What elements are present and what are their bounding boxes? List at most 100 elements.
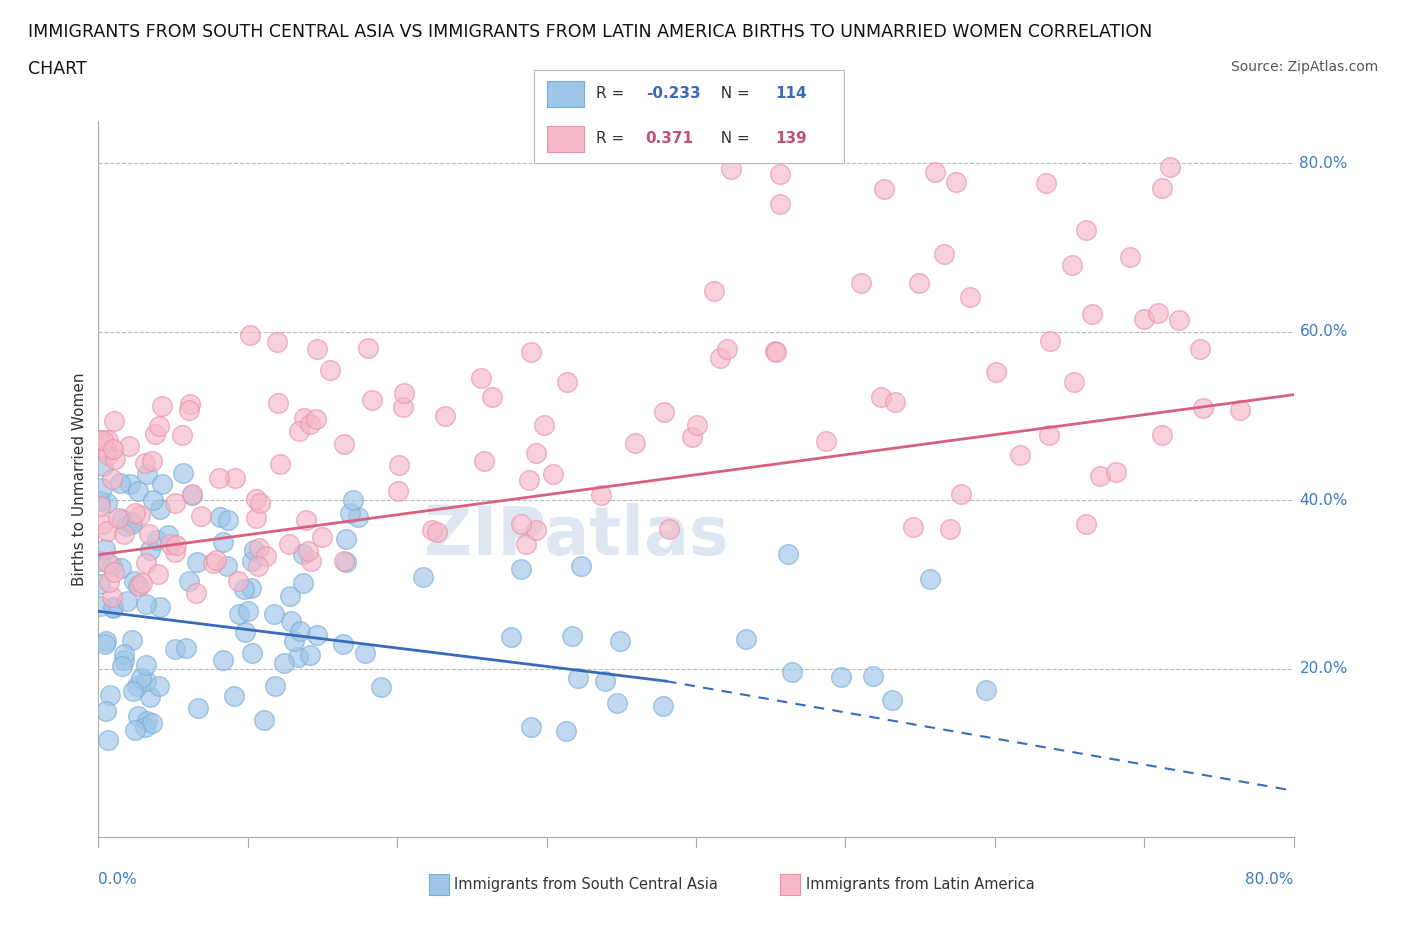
Point bbox=[118, 438, 141, 453]
Point bbox=[681, 430, 703, 445]
Point bbox=[174, 641, 197, 656]
Point bbox=[228, 607, 250, 622]
Point bbox=[292, 410, 315, 425]
Point bbox=[228, 574, 250, 589]
Point bbox=[709, 351, 731, 365]
Point bbox=[319, 363, 342, 378]
Point bbox=[267, 395, 290, 410]
Point bbox=[136, 713, 159, 728]
Point bbox=[907, 275, 929, 290]
Point bbox=[148, 566, 170, 581]
Point bbox=[165, 538, 187, 552]
Point bbox=[177, 403, 200, 418]
Point bbox=[141, 715, 163, 730]
Point bbox=[872, 181, 894, 196]
Point bbox=[924, 165, 946, 179]
Text: 0.0%: 0.0% bbox=[98, 872, 138, 887]
Point bbox=[735, 631, 758, 646]
Point bbox=[555, 375, 578, 390]
Point bbox=[111, 512, 134, 526]
Point bbox=[524, 523, 547, 538]
Point bbox=[136, 467, 159, 482]
Point bbox=[780, 665, 803, 680]
Point bbox=[217, 559, 239, 574]
Point bbox=[89, 598, 111, 613]
Point bbox=[141, 454, 163, 469]
Point bbox=[918, 572, 941, 587]
Point bbox=[254, 549, 277, 564]
Point bbox=[94, 542, 117, 557]
Point bbox=[426, 525, 449, 539]
Point bbox=[288, 423, 311, 438]
Point bbox=[305, 411, 328, 426]
Point bbox=[101, 472, 124, 486]
Point bbox=[129, 671, 152, 685]
Point bbox=[510, 562, 533, 577]
Point bbox=[292, 546, 315, 561]
Point bbox=[128, 508, 150, 523]
Point bbox=[245, 491, 267, 506]
Point bbox=[335, 554, 357, 569]
Point bbox=[112, 527, 135, 542]
Point bbox=[212, 652, 235, 667]
Point bbox=[148, 679, 170, 694]
Point bbox=[217, 512, 239, 527]
Point bbox=[1159, 159, 1181, 174]
Point bbox=[1039, 334, 1062, 349]
Point bbox=[332, 636, 354, 651]
Point bbox=[1076, 517, 1098, 532]
Point bbox=[125, 679, 148, 694]
Point bbox=[149, 501, 172, 516]
Point bbox=[243, 543, 266, 558]
Point bbox=[236, 604, 259, 618]
Point bbox=[94, 637, 117, 652]
Point bbox=[186, 554, 208, 569]
Point bbox=[561, 629, 583, 644]
Point bbox=[939, 521, 962, 536]
Point bbox=[186, 701, 208, 716]
Point bbox=[127, 484, 149, 498]
Point bbox=[179, 396, 201, 411]
Point bbox=[222, 689, 245, 704]
Point bbox=[501, 630, 523, 644]
Point bbox=[392, 385, 415, 400]
Point bbox=[91, 432, 114, 447]
Point bbox=[949, 487, 972, 502]
Point bbox=[830, 670, 852, 684]
Point bbox=[249, 496, 271, 511]
Point bbox=[143, 427, 166, 442]
Point bbox=[89, 553, 111, 568]
Point bbox=[1104, 464, 1126, 479]
Point bbox=[305, 341, 328, 356]
Point bbox=[208, 471, 231, 485]
Point bbox=[91, 458, 114, 473]
Point bbox=[89, 494, 111, 509]
Text: -0.233: -0.233 bbox=[645, 86, 700, 101]
Point bbox=[1060, 258, 1083, 272]
Point bbox=[472, 453, 495, 468]
Point bbox=[433, 408, 456, 423]
Point bbox=[593, 673, 616, 688]
Point bbox=[205, 553, 228, 568]
Point bbox=[481, 390, 503, 405]
Point bbox=[149, 599, 172, 614]
Point bbox=[122, 574, 145, 589]
Point bbox=[720, 162, 742, 177]
Point bbox=[238, 327, 260, 342]
Point bbox=[273, 655, 295, 670]
Point bbox=[1119, 250, 1142, 265]
Point bbox=[201, 556, 224, 571]
Point bbox=[224, 471, 246, 485]
Text: Source: ZipAtlas.com: Source: ZipAtlas.com bbox=[1230, 60, 1378, 74]
Point bbox=[883, 395, 905, 410]
Point bbox=[142, 493, 165, 508]
Point bbox=[1063, 374, 1085, 389]
Point bbox=[932, 246, 955, 261]
Text: IMMIGRANTS FROM SOUTH CENTRAL ASIA VS IMMIGRANTS FROM LATIN AMERICA BIRTHS TO UN: IMMIGRANTS FROM SOUTH CENTRAL ASIA VS IM… bbox=[28, 23, 1153, 41]
Point bbox=[332, 553, 354, 568]
Text: CHART: CHART bbox=[28, 60, 87, 78]
Point bbox=[264, 678, 287, 693]
Point bbox=[515, 537, 537, 551]
Bar bbox=[547, 126, 583, 152]
Point bbox=[127, 709, 149, 724]
